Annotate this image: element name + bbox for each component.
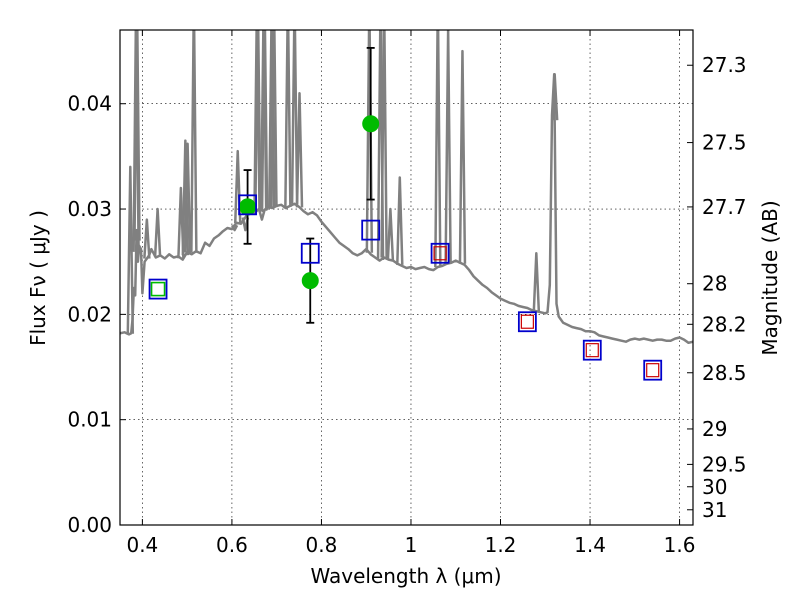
emission-line-spike bbox=[126, 165, 135, 334]
emission-line-spike bbox=[290, 30, 299, 204]
plot-frame bbox=[119, 29, 694, 526]
emission-line-spike bbox=[183, 142, 192, 253]
mag-tick-label: 29.5 bbox=[702, 452, 747, 476]
emission-line-spike bbox=[153, 207, 162, 257]
y-tick-label: 0.04 bbox=[67, 92, 112, 116]
mag-tick-label: 30 bbox=[702, 475, 727, 499]
emission-line-spike bbox=[295, 91, 304, 208]
observed-point bbox=[150, 281, 166, 297]
limit-square bbox=[520, 314, 534, 329]
limit-square bbox=[433, 246, 447, 261]
spectrum-line bbox=[120, 72, 693, 345]
marker-layer bbox=[148, 47, 663, 381]
mag-tick-label: 28 bbox=[702, 272, 727, 296]
emission-line-spike bbox=[284, 30, 292, 207]
model-band-square bbox=[430, 242, 450, 264]
emission-line-spike bbox=[260, 30, 269, 210]
emission-line-spike bbox=[386, 207, 395, 261]
y-tick-label: 0.03 bbox=[67, 197, 112, 221]
mag-tick-label: 29 bbox=[702, 417, 727, 441]
model-band-square bbox=[300, 242, 320, 264]
x-tick-label: 0.4 bbox=[126, 533, 158, 557]
emission-line-spike bbox=[230, 224, 239, 232]
emission-line-spike bbox=[258, 210, 266, 221]
emission-line-spike bbox=[458, 49, 467, 264]
tick-labels: 0.4 0.6 0.8 1 1.2 1.4 1.6 0.00 0.01 0.02 0.03 0.04 2… bbox=[67, 53, 746, 557]
mag-tick-label: 27.3 bbox=[702, 53, 747, 77]
emission-line-spike bbox=[550, 72, 559, 121]
emission-line-spike bbox=[254, 30, 262, 210]
observed-point bbox=[301, 272, 319, 290]
x-tick-label: 1.2 bbox=[485, 533, 517, 557]
model-band-square bbox=[238, 194, 257, 216]
y2-axis-label: Magnitude (AB) bbox=[758, 200, 782, 355]
emission-line-spike bbox=[270, 30, 278, 208]
limit-square bbox=[585, 343, 599, 358]
observed-point bbox=[362, 115, 380, 133]
mag-tick-label: 27.5 bbox=[702, 131, 747, 155]
model-band-square bbox=[148, 278, 168, 300]
model-band-square bbox=[643, 359, 663, 381]
emission-line-spike bbox=[133, 30, 141, 241]
x-tick-label: 1.6 bbox=[664, 533, 696, 557]
model-band-square bbox=[582, 339, 602, 361]
emission-line-spike bbox=[396, 176, 404, 265]
mag-tick-label: 27.7 bbox=[702, 195, 747, 219]
x-tick-label: 0.8 bbox=[306, 533, 338, 557]
model-band-square bbox=[517, 311, 537, 333]
mag-tick-label: 31 bbox=[702, 498, 727, 522]
x-axis-label: Wavelength λ (μm) bbox=[310, 564, 501, 588]
axis-ticks bbox=[120, 30, 693, 526]
emission-line-spike bbox=[444, 30, 452, 264]
grid-lines bbox=[120, 30, 693, 526]
emission-line-spike bbox=[190, 30, 198, 253]
x-tick-label: 1 bbox=[405, 533, 418, 557]
x-tick-label: 1.4 bbox=[574, 533, 606, 557]
y-axis-label: Flux Fν ( μJy ) bbox=[26, 210, 50, 346]
emission-line-spike bbox=[434, 30, 442, 267]
model-band-square bbox=[361, 219, 381, 241]
mag-tick-label: 28.5 bbox=[702, 361, 747, 385]
y-tick-label: 0.00 bbox=[67, 513, 112, 537]
mag-tick-label: 28.2 bbox=[702, 312, 747, 336]
x-tick-label: 0.6 bbox=[216, 533, 248, 557]
observed-point bbox=[239, 198, 257, 216]
emission-line-spike bbox=[380, 30, 388, 258]
limit-square bbox=[646, 363, 660, 378]
spectrum-layer bbox=[120, 30, 693, 345]
y-tick-label: 0.02 bbox=[67, 302, 112, 326]
emission-line-spike bbox=[532, 252, 541, 312]
emission-line-spike bbox=[143, 218, 151, 259]
y-tick-label: 0.01 bbox=[67, 408, 112, 432]
